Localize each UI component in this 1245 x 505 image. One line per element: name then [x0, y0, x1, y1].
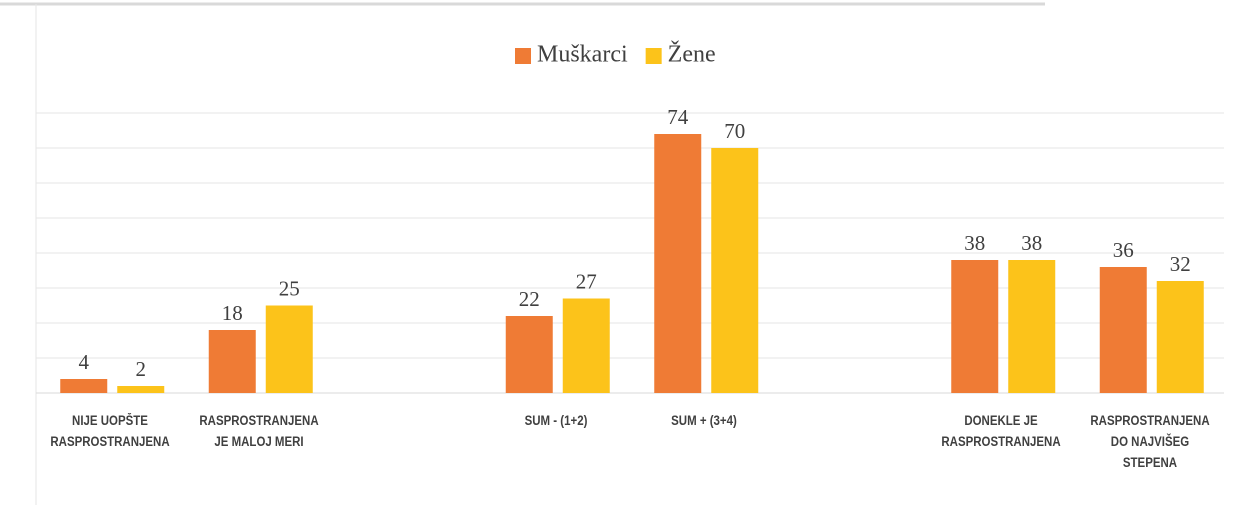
bar	[208, 330, 256, 393]
value-label: 70	[724, 119, 745, 143]
x-tick-label: SUM - (1+2)	[524, 413, 588, 428]
bar	[1008, 260, 1056, 393]
legend: Muškarci Žene	[515, 42, 716, 68]
bar	[505, 316, 553, 393]
bar	[60, 379, 108, 393]
value-label: 18	[222, 301, 243, 325]
x-tick-label: SUM + (3+4)	[671, 413, 738, 428]
x-tick-label: DONEKLE JE RASPROSTRANJENA	[941, 413, 1061, 449]
x-tick-label: NIJE UOPŠTE RASPROSTRANJENA	[50, 413, 170, 449]
value-label: 32	[1170, 252, 1191, 276]
bar	[1099, 267, 1147, 393]
value-label: 4	[79, 350, 90, 374]
legend-swatch	[645, 48, 662, 64]
value-label: 38	[964, 231, 985, 255]
legend-label: Muškarci	[537, 42, 628, 68]
value-label: 2	[136, 357, 147, 381]
value-label: 22	[519, 287, 540, 311]
value-label: 74	[667, 105, 689, 129]
bar	[265, 305, 313, 393]
value-label: 38	[1021, 231, 1042, 255]
x-tick-label: RASPROSTRANJENA JE MALOJ MERI	[199, 413, 319, 449]
bar	[711, 148, 759, 393]
x-tick-label: RASPROSTRANJENA DO NAJVIŠEG STEPENA	[1090, 413, 1210, 470]
value-label: 25	[279, 277, 300, 301]
legend-swatch	[515, 48, 531, 64]
value-label: 27	[576, 270, 597, 294]
legend-label: Žene	[668, 42, 716, 68]
bar	[117, 386, 165, 393]
value-label: 36	[1113, 238, 1134, 262]
bar	[951, 260, 999, 393]
bar	[1156, 281, 1204, 393]
bar	[562, 298, 610, 393]
bar	[654, 134, 702, 393]
